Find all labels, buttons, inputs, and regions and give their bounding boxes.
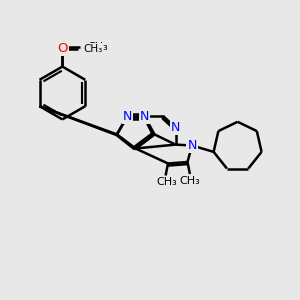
Text: N: N bbox=[140, 110, 149, 123]
Text: N: N bbox=[123, 110, 132, 123]
Text: CH₃: CH₃ bbox=[83, 44, 103, 54]
Text: O: O bbox=[57, 42, 68, 55]
Text: CH₃: CH₃ bbox=[156, 177, 177, 187]
Text: CH₃: CH₃ bbox=[87, 42, 108, 52]
Text: N: N bbox=[187, 139, 197, 152]
Text: O: O bbox=[57, 40, 68, 54]
Text: N: N bbox=[122, 110, 131, 124]
Text: N: N bbox=[171, 121, 180, 134]
Text: CH₃: CH₃ bbox=[179, 176, 200, 186]
Text: N: N bbox=[140, 110, 148, 124]
